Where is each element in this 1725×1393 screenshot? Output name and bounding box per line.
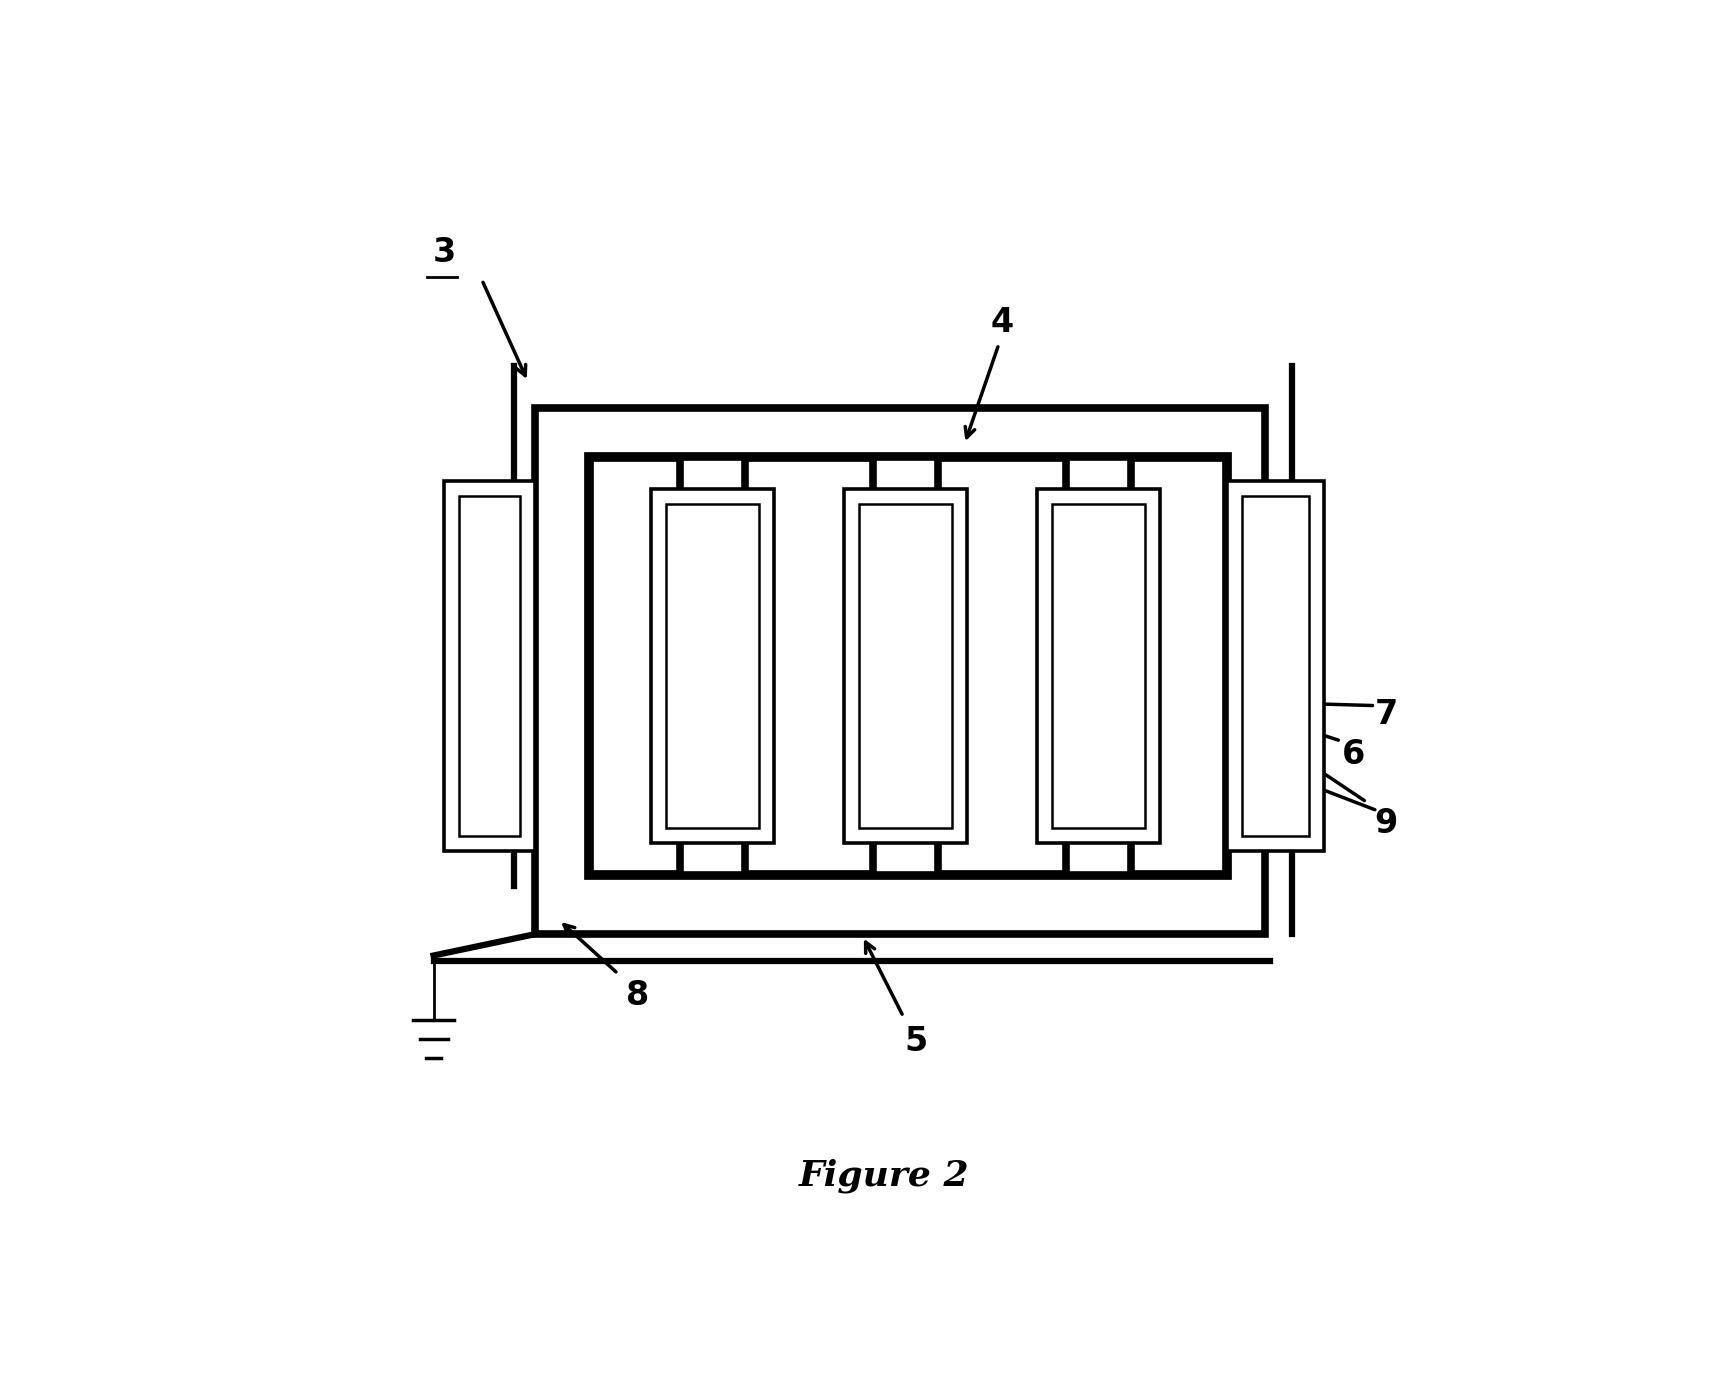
Text: 6: 6 (1342, 738, 1366, 772)
Bar (666, 504, 759, 827)
Text: 4: 4 (990, 306, 1014, 338)
Bar (844, 489, 968, 843)
Bar (590, 457, 1226, 875)
Bar (1066, 457, 1132, 875)
Bar (680, 457, 745, 875)
Text: 7: 7 (1375, 698, 1397, 731)
Text: 5: 5 (904, 1025, 928, 1057)
Text: 8: 8 (626, 979, 649, 1011)
Bar (873, 457, 938, 875)
Bar (1226, 482, 1323, 851)
Bar (1037, 489, 1161, 843)
Bar (1052, 504, 1145, 827)
Bar (650, 489, 775, 843)
Text: Figure 2: Figure 2 (799, 1158, 969, 1192)
Text: 9: 9 (1375, 807, 1397, 840)
Bar (859, 504, 952, 827)
Bar (535, 408, 1264, 935)
Bar (459, 496, 521, 836)
Bar (1242, 496, 1309, 836)
Text: 3: 3 (433, 237, 455, 269)
Bar (445, 482, 535, 851)
